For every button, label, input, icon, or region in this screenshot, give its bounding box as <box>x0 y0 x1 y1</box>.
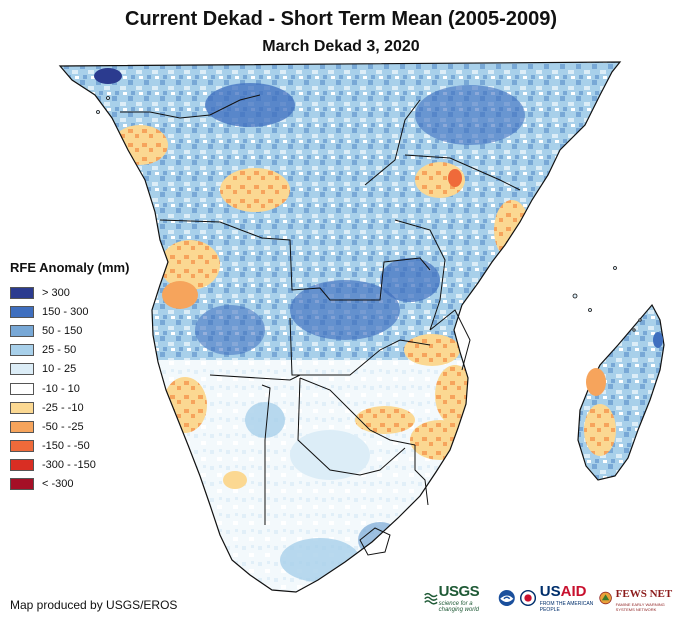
legend-item: -150 - -50 <box>10 437 129 456</box>
legend-swatch <box>10 459 34 472</box>
legend-label: -150 - -50 <box>42 440 90 453</box>
legend-swatch <box>10 401 34 414</box>
legend-item: 10 - 25 <box>10 360 129 379</box>
legend-item: < -300 <box>10 475 129 494</box>
fews-net-tagline: FAMINE EARLY WARNING SYSTEMS NETWORK <box>615 602 665 612</box>
legend-item: -10 - 10 <box>10 379 129 398</box>
legend-item: > 300 <box>10 283 129 302</box>
map-subtitle: March Dekad 3, 2020 <box>262 38 420 55</box>
legend-label: 150 - 300 <box>42 305 89 318</box>
usgs-tagline: science for a changing world <box>438 601 479 613</box>
legend-label: -10 - 10 <box>42 382 80 395</box>
usgs-wordmark: USGS <box>438 583 480 600</box>
legend-label: 10 - 25 <box>42 363 77 376</box>
fews-net-logo: FEWS NET FAMINE EARLY WARNING SYSTEMS NE… <box>616 584 682 612</box>
legend-label: -25 - -10 <box>42 401 84 414</box>
usaid-logo: USAID FROM THE AMERICAN PEOPLE <box>540 583 595 613</box>
credit-text: Map produced by USGS/EROS <box>10 598 178 612</box>
legend-swatch <box>10 324 34 337</box>
legend-swatch <box>10 420 34 433</box>
legend-label: < -300 <box>42 478 74 491</box>
legend-item: -25 - -10 <box>10 398 129 417</box>
legend-label: 50 - 150 <box>42 324 83 337</box>
usaid-prefix: US <box>539 583 561 600</box>
islands <box>96 96 642 332</box>
noaa-logo-icon <box>498 589 515 607</box>
usaid-tagline: FROM THE AMERICAN PEOPLE <box>539 601 594 613</box>
usgs-wave-icon <box>424 592 438 605</box>
legend-item: 150 - 300 <box>10 302 129 321</box>
legend-swatch <box>10 478 34 491</box>
legend-item: -50 - -25 <box>10 417 129 436</box>
legend-item: -300 - -150 <box>10 456 129 475</box>
legend-title: RFE Anomaly (mm) <box>10 260 130 275</box>
fews-net-emblem-icon <box>598 591 612 605</box>
legend-item: 50 - 150 <box>10 321 129 340</box>
legend-swatch <box>10 363 34 376</box>
usaid-suffix: AID <box>560 583 587 600</box>
usgs-logo: USGS science for a changing world <box>424 583 494 613</box>
legend-label: -300 - -150 <box>42 459 96 472</box>
fews-net-wordmark: FEWS NET <box>615 588 673 600</box>
mainland-anomaly <box>59 61 621 593</box>
legend-label: > 300 <box>42 286 70 299</box>
map-title: Current Dekad - Short Term Mean (2005-20… <box>125 8 557 30</box>
madagascar <box>577 303 665 481</box>
legend-swatch <box>10 305 34 318</box>
legend-label: -50 - -25 <box>42 420 84 433</box>
legend-swatch <box>10 440 34 453</box>
legend-item: 25 - 50 <box>10 341 129 360</box>
partner-logos: USGS science for a changing world USAID … <box>424 582 682 614</box>
legend-label: 25 - 50 <box>42 344 77 357</box>
legend: RFE Anomaly (mm) > 300 150 - 300 50 - 15… <box>10 260 129 494</box>
legend-swatch <box>10 286 34 299</box>
country-borders <box>120 94 521 556</box>
legend-swatch <box>10 382 34 395</box>
usaid-seal-icon <box>519 589 536 607</box>
legend-swatch <box>10 344 34 357</box>
